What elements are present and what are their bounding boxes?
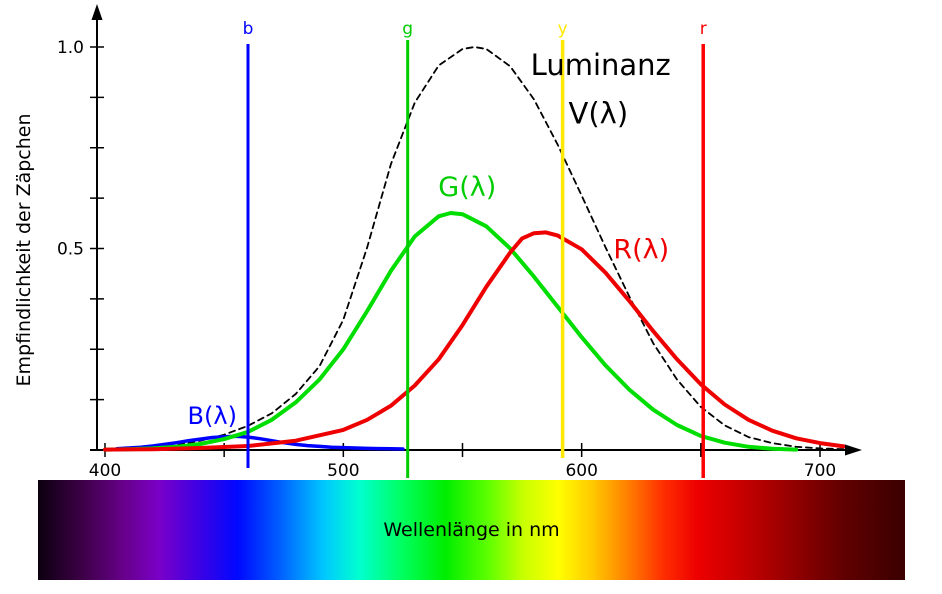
vline-label-g: g [402,19,413,39]
curve-v [104,46,845,451]
vline-label-b: b [243,19,254,39]
vline-label-y: y [558,19,568,39]
x-axis-arrow [845,444,862,456]
spectrum-bar: Wellenlänge in nm [38,480,905,580]
y-axis-label: Empfindlichkeit der Zäpchen [13,113,35,386]
y-tick-label: 0.5 [57,240,84,260]
curve-b [115,434,405,451]
annotation-V(λ): V(λ) [569,97,629,131]
annotation-B(λ): B(λ) [188,402,237,430]
annotation-G(λ): G(λ) [438,172,496,203]
y-axis-arrow [91,4,103,20]
annotation-R(λ): R(λ) [613,235,669,266]
sensitivity-chart: 400 500 600 700 0.5 1.0 Empfindlichkeit der Zä… [13,4,862,480]
x-tick-label: 600 [565,461,597,480]
x-tick-label: 400 [89,461,121,480]
x-tick-label: 700 [804,461,836,480]
curve-r [103,230,846,452]
x-tick-label: 500 [327,461,359,480]
curve-g [103,211,799,452]
annotation-Luminanz: Luminanz [531,48,671,82]
y-tick-label: 1.0 [57,38,84,58]
vline-label-r: r [700,19,707,39]
x-axis-label: Wellenlänge in nm [383,519,560,541]
